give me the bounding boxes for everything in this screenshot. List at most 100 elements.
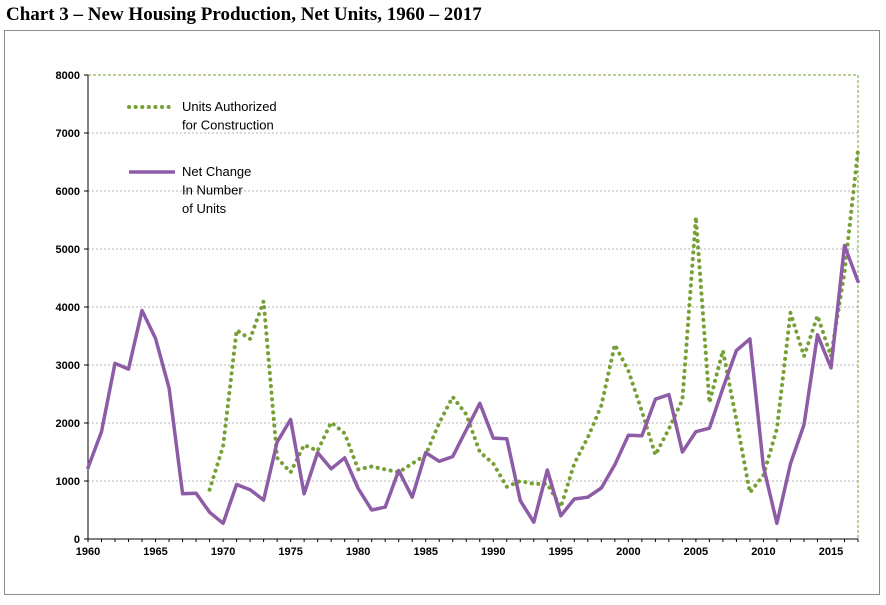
data-point	[829, 366, 833, 370]
data-point	[289, 470, 293, 474]
data-point	[532, 482, 536, 486]
data-point	[626, 369, 630, 373]
data-point	[518, 499, 522, 503]
data-point	[491, 462, 495, 466]
data-point	[262, 299, 266, 303]
data-point	[680, 398, 684, 402]
data-point	[370, 465, 374, 469]
data-point	[127, 367, 131, 371]
y-tick-label: 2000	[56, 418, 80, 430]
data-point	[761, 465, 765, 469]
series-lines	[86, 148, 860, 526]
data-point	[505, 485, 509, 489]
data-point	[586, 436, 590, 440]
data-point	[694, 430, 698, 434]
data-point	[248, 337, 252, 341]
data-point	[235, 482, 239, 486]
data-point	[478, 450, 482, 454]
x-tick-label: 1965	[143, 546, 167, 558]
data-point	[356, 487, 360, 491]
data-point	[586, 495, 590, 499]
x-tick-label: 1980	[346, 546, 370, 558]
data-point	[329, 467, 333, 471]
data-point	[113, 361, 117, 365]
data-point	[748, 337, 752, 341]
y-tick-label: 8000	[56, 70, 80, 82]
data-point	[667, 427, 671, 431]
legend-label: Units Authorized	[182, 99, 277, 114]
gridlines	[88, 132, 858, 482]
data-point	[262, 498, 266, 502]
x-tick-label: 2005	[684, 546, 708, 558]
y-tick-label: 1000	[56, 476, 80, 488]
data-point	[842, 244, 846, 248]
x-tick-label: 2015	[819, 546, 843, 558]
data-point	[667, 393, 671, 397]
data-point	[343, 456, 347, 460]
data-point	[856, 279, 860, 283]
data-point	[383, 467, 387, 471]
y-tick-label: 5000	[56, 244, 80, 256]
data-point	[478, 401, 482, 405]
data-point	[734, 418, 738, 422]
legend: Units Authorized for Construction Net Chan…	[127, 99, 277, 216]
data-point	[856, 148, 860, 152]
data-point	[221, 521, 225, 525]
data-point	[397, 469, 401, 473]
y-tick-label: 0	[74, 534, 80, 546]
data-point	[802, 354, 806, 358]
legend-label: In Number	[182, 183, 243, 198]
x-tick-label: 1960	[76, 546, 100, 558]
data-point	[572, 462, 576, 466]
data-point	[707, 426, 711, 430]
data-point	[775, 427, 779, 431]
data-point	[545, 482, 549, 486]
x-tick-label: 2010	[751, 546, 775, 558]
data-point	[410, 462, 414, 466]
data-point	[154, 336, 158, 340]
data-point	[802, 423, 806, 427]
page-title: Chart 3 – New Housing Production, Net Un…	[6, 4, 482, 25]
data-point	[572, 497, 576, 501]
data-point	[815, 314, 819, 318]
data-point	[370, 508, 374, 512]
legend-label: of Units	[182, 201, 227, 216]
data-point	[613, 463, 617, 467]
data-point	[235, 328, 239, 332]
data-point	[167, 386, 171, 390]
data-point	[694, 215, 698, 219]
data-point	[289, 418, 293, 422]
x-tick-label: 1970	[211, 546, 235, 558]
chart-frame: 0 1000 2000 3000 4000 5000 6000 7000 8000 1960 196…	[4, 30, 880, 595]
y-tick-label: 7000	[56, 128, 80, 140]
data-point	[356, 467, 360, 471]
x-tick-label: 1995	[549, 546, 573, 558]
data-point	[302, 492, 306, 496]
data-point	[491, 436, 495, 440]
data-point	[464, 428, 468, 432]
data-point	[815, 333, 819, 337]
data-point	[626, 433, 630, 437]
data-point	[302, 443, 306, 447]
data-point	[451, 395, 455, 399]
data-point	[221, 444, 225, 448]
data-point	[275, 456, 279, 460]
data-point	[505, 437, 509, 441]
data-point	[424, 451, 428, 455]
data-point	[653, 397, 657, 401]
data-point	[140, 308, 144, 312]
data-point	[734, 349, 738, 353]
tick-labels: 0 1000 2000 3000 4000 5000 6000 7000 8000 1960 196…	[56, 70, 844, 558]
data-point	[208, 488, 212, 492]
data-point	[599, 486, 603, 490]
data-point	[329, 420, 333, 424]
legend-label: Net Change	[182, 164, 251, 179]
y-tick-label: 6000	[56, 186, 80, 198]
data-point	[640, 434, 644, 438]
legend-label: for Construction	[182, 118, 274, 133]
data-point	[640, 409, 644, 413]
data-point	[437, 421, 441, 425]
series-line-net-change	[86, 243, 860, 526]
data-point	[275, 440, 279, 444]
data-point	[100, 430, 104, 434]
